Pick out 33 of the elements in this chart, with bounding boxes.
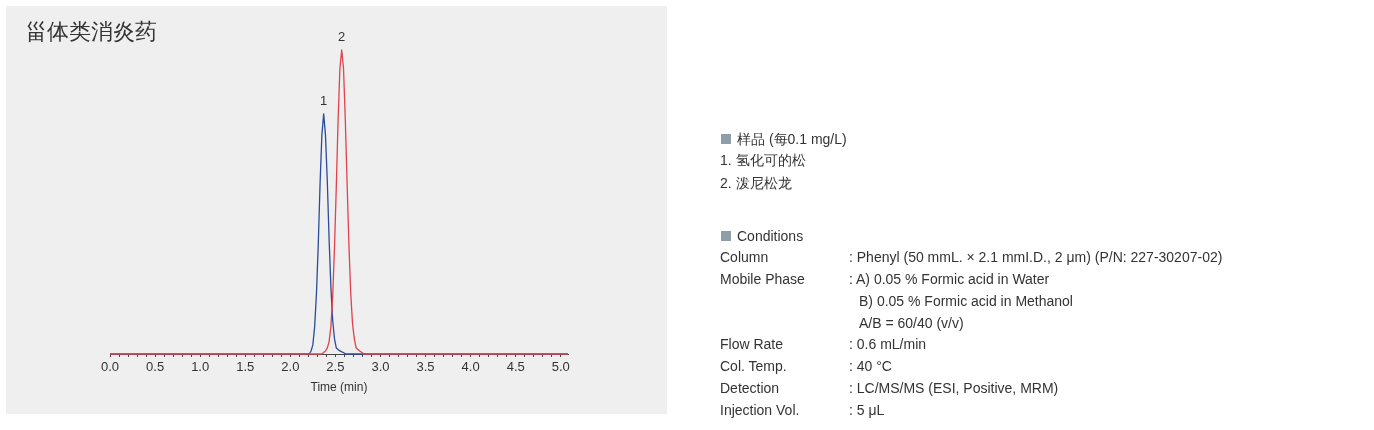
text: B) 0.05 % Formic acid in Methanol [859,292,1073,310]
x-tick-label: 1.0 [191,359,210,375]
series-label: 2 [338,29,346,45]
text: : 5 μL [849,401,885,419]
text: 样品 (每0.1 mg/L) [737,130,847,148]
text: Mobile Phase [720,270,805,288]
text: Detection [720,379,780,397]
text: 1. 氢化可的松 [720,151,806,169]
chart-title: 甾体类消炎药 [25,18,157,46]
text: : Phenyl (50 mmL. × 2.1 mmI.D., 2 μm) (P/N: 227-30207-02) [849,248,1223,266]
x-tick-label: 4.5 [506,359,525,375]
text: A/B = 60/40 (v/v) [859,314,964,332]
x-tick-label: 1.5 [236,359,255,375]
text: : LC/MS/MS (ESI, Positive, MRM) [849,379,1059,397]
x-tick-label: 2.5 [326,359,345,375]
text: 2. 泼尼松龙 [720,174,792,192]
text: Conditions [737,227,804,245]
text: : 0.6 mL/min [849,335,927,353]
x-tick-label: 0.5 [146,359,165,375]
text: Injection Vol. [720,401,800,419]
series-label: 1 [320,92,328,108]
text: : 40 °C [849,357,892,375]
text: Column [720,248,769,266]
x-tick-label: 0.0 [100,359,120,375]
text: Flow Rate [720,335,784,353]
x-tick-label: 3.5 [416,359,435,375]
x-axis-title: Time (min) [310,380,368,395]
text: : A) 0.05 % Formic acid in Water [849,270,1050,288]
x-tick-label: 2.0 [281,359,300,375]
x-tick-label: 3.0 [371,359,390,375]
x-tick-label: 5.0 [551,359,570,375]
x-tick-label: 4.0 [461,359,480,375]
text: Col. Temp. [720,357,787,375]
